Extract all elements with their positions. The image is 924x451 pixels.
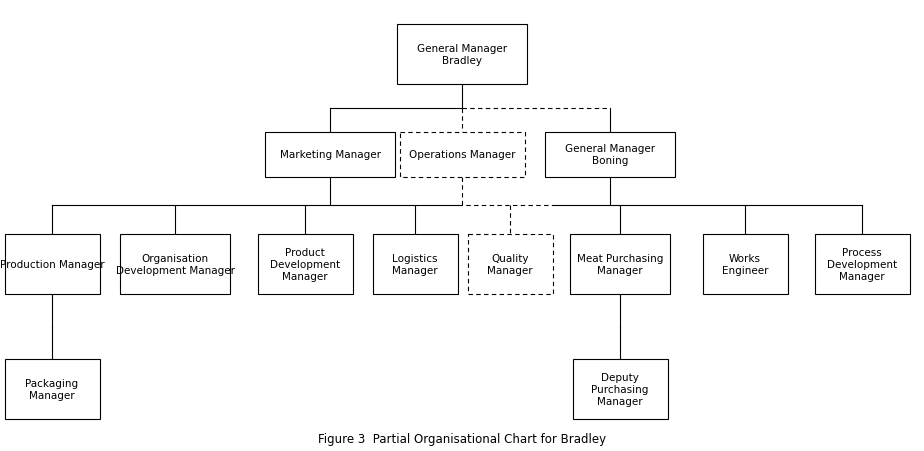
Text: Packaging
Manager: Packaging Manager <box>26 378 79 400</box>
FancyBboxPatch shape <box>120 235 230 295</box>
FancyBboxPatch shape <box>570 235 670 295</box>
FancyBboxPatch shape <box>258 235 352 295</box>
Text: Marketing Manager: Marketing Manager <box>279 150 381 160</box>
FancyBboxPatch shape <box>814 235 909 295</box>
Text: Works
Engineer: Works Engineer <box>722 253 768 275</box>
Text: Production Manager: Production Manager <box>0 259 104 269</box>
FancyBboxPatch shape <box>573 359 667 419</box>
Text: Organisation
Development Manager: Organisation Development Manager <box>116 253 235 275</box>
FancyBboxPatch shape <box>397 25 527 85</box>
FancyBboxPatch shape <box>702 235 787 295</box>
Text: Meat Purchasing
Manager: Meat Purchasing Manager <box>577 253 663 275</box>
FancyBboxPatch shape <box>399 132 525 177</box>
Text: Logistics
Manager: Logistics Manager <box>392 253 438 275</box>
Text: General Manager
Boning: General Manager Boning <box>565 144 655 166</box>
FancyBboxPatch shape <box>265 132 395 177</box>
Text: Quality
Manager: Quality Manager <box>487 253 533 275</box>
FancyBboxPatch shape <box>468 235 553 295</box>
Text: Operations Manager: Operations Manager <box>408 150 516 160</box>
Text: Deputy
Purchasing
Manager: Deputy Purchasing Manager <box>591 373 649 406</box>
FancyBboxPatch shape <box>372 235 457 295</box>
FancyBboxPatch shape <box>5 235 100 295</box>
FancyBboxPatch shape <box>545 132 675 177</box>
FancyBboxPatch shape <box>5 359 100 419</box>
Text: Figure 3  Partial Organisational Chart for Bradley: Figure 3 Partial Organisational Chart fo… <box>318 433 606 446</box>
Text: Product
Development
Manager: Product Development Manager <box>270 248 340 281</box>
Text: Process
Development
Manager: Process Development Manager <box>827 248 897 281</box>
Text: General Manager
Bradley: General Manager Bradley <box>417 44 507 66</box>
